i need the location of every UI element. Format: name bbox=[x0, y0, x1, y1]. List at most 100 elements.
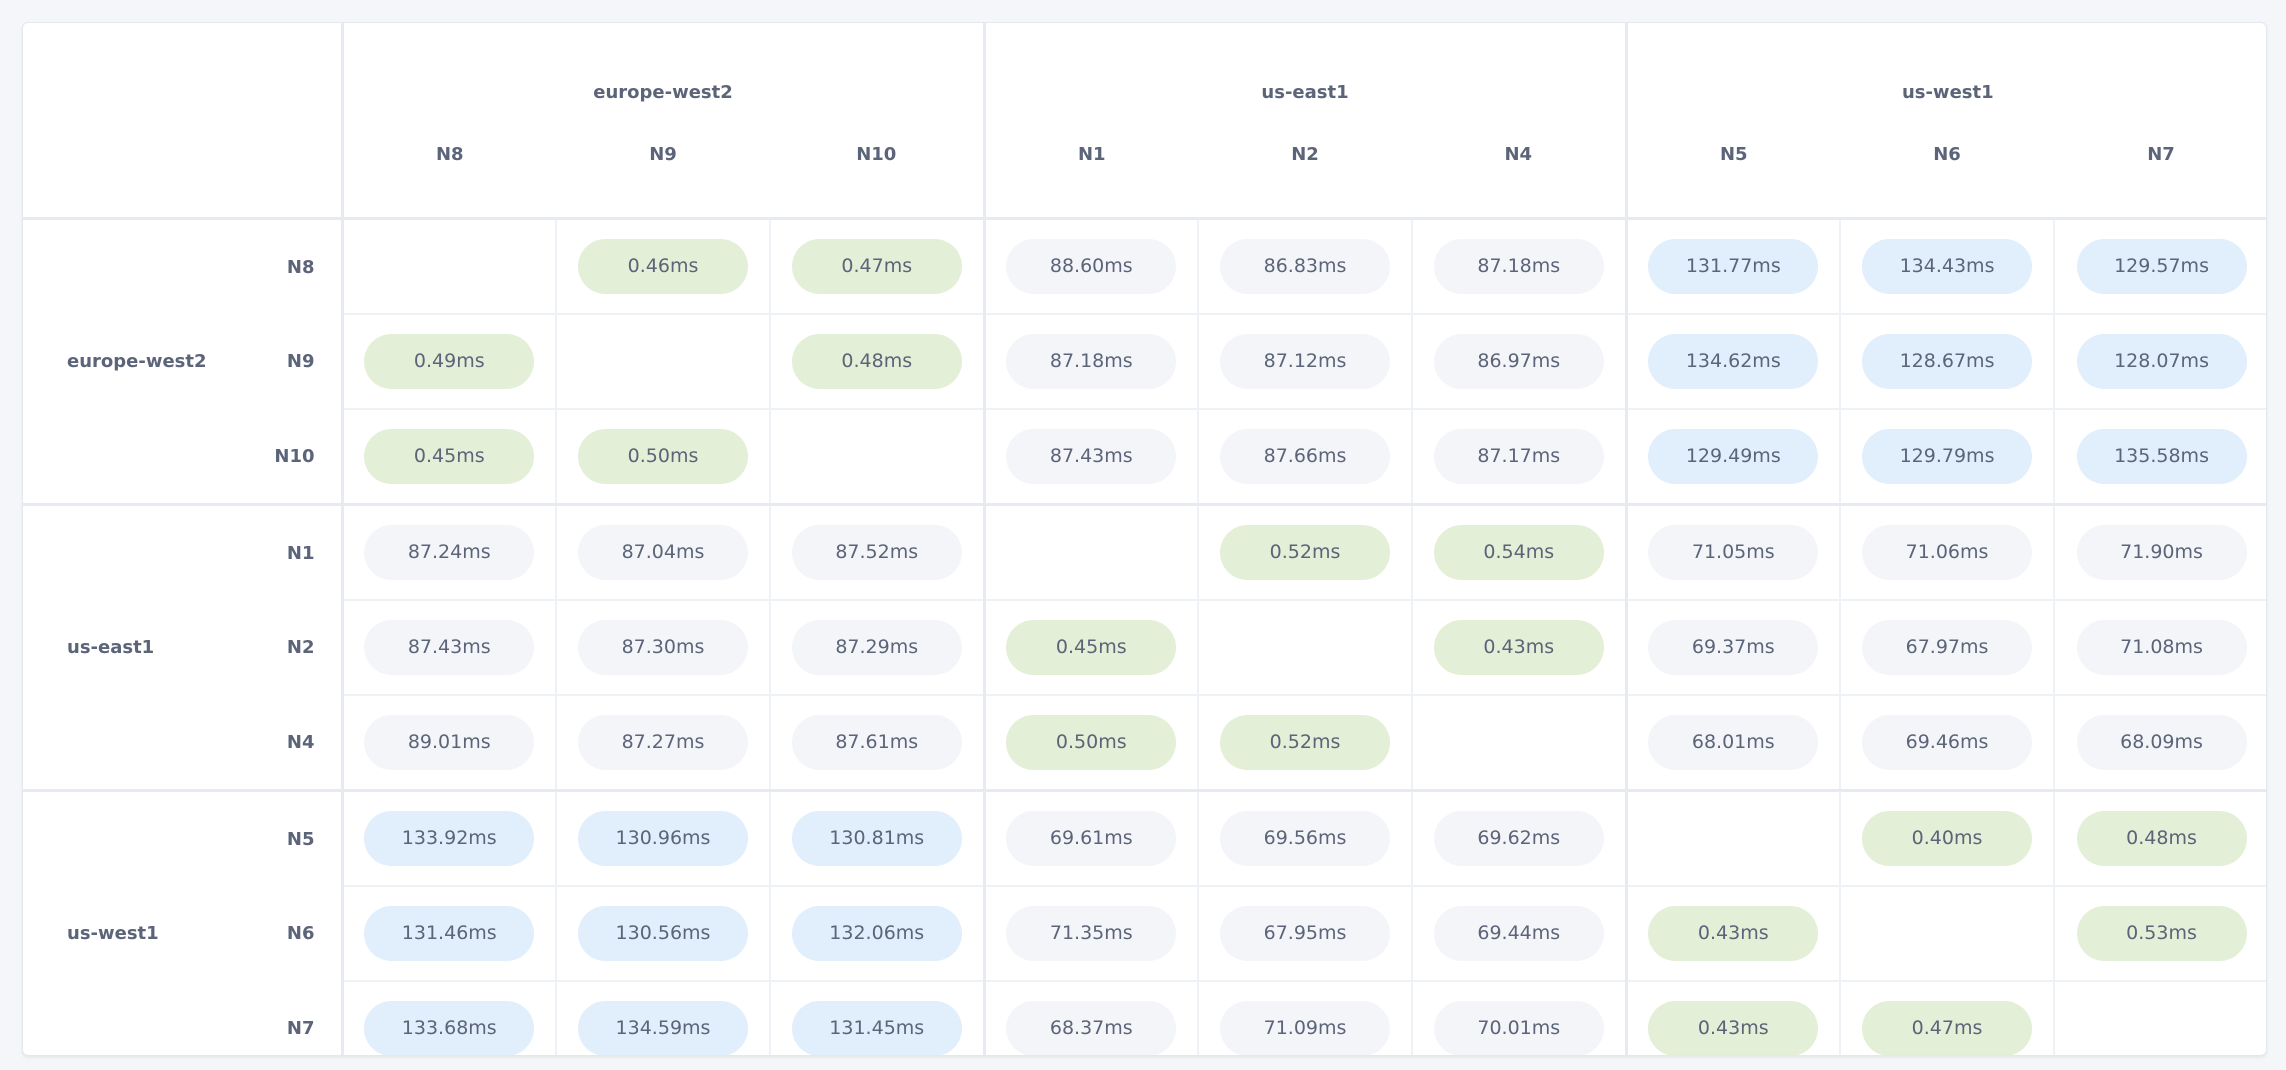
column-node-header: N1 bbox=[982, 117, 1199, 220]
table-row: N4 89.01ms 87.27ms 87.61ms 0.50ms 0.52ms 68.01… bbox=[23, 695, 2266, 792]
latency-cell: 0.47ms bbox=[1839, 981, 2055, 1055]
latency-cell: 67.97ms bbox=[1839, 600, 2055, 696]
latency-cell: 87.18ms bbox=[1411, 218, 1627, 315]
latency-cell: 87.29ms bbox=[768, 600, 985, 696]
latency-pill: 86.83ms bbox=[1220, 239, 1391, 294]
latency-pill: 87.24ms bbox=[364, 525, 535, 580]
latency-cell: 0.46ms bbox=[555, 218, 770, 315]
row-label: N4 bbox=[23, 695, 342, 792]
latency-cell: 71.35ms bbox=[982, 886, 1199, 982]
latency-cell: 69.44ms bbox=[1411, 886, 1627, 982]
latency-cell: 0.54ms bbox=[1411, 504, 1627, 601]
latency-pill: 68.09ms bbox=[2076, 715, 2247, 770]
latency-pill: 87.12ms bbox=[1220, 334, 1391, 389]
latency-pill: 71.35ms bbox=[1006, 906, 1177, 961]
latency-cell: 0.48ms bbox=[2053, 790, 2266, 887]
row-region-label: europe-west2 bbox=[67, 351, 207, 372]
row-node-label: N6 bbox=[286, 923, 315, 944]
latency-cell: 87.43ms bbox=[982, 409, 1199, 506]
latency-pill: 69.61ms bbox=[1006, 811, 1177, 866]
latency-cell bbox=[1197, 600, 1413, 696]
row-label: N1 bbox=[23, 505, 342, 601]
row-label: N8 bbox=[23, 219, 342, 315]
latency-pill: 69.37ms bbox=[1648, 620, 1819, 675]
latency-cell: 70.01ms bbox=[1411, 981, 1627, 1055]
table-row: us-west1 N6 131.46ms 130.56ms 132.06ms 71.35m… bbox=[23, 886, 2266, 982]
latency-pill: 87.66ms bbox=[1220, 429, 1391, 484]
column-node-header: N2 bbox=[1198, 117, 1413, 220]
latency-matrix: europe-west2 us-east1 us-west1 N8 N9 N10 N1 N2 N… bbox=[23, 23, 2266, 1055]
latency-pill: 69.46ms bbox=[1862, 715, 2033, 770]
latency-cell: 88.60ms bbox=[982, 218, 1199, 315]
latency-pill: 87.18ms bbox=[1433, 239, 1604, 294]
latency-cell bbox=[555, 314, 770, 410]
latency-pill: 68.37ms bbox=[1006, 1001, 1177, 1055]
latency-cell: 0.52ms bbox=[1197, 504, 1413, 601]
column-node-header: N5 bbox=[1624, 117, 1841, 220]
latency-pill: 0.43ms bbox=[1648, 1001, 1819, 1055]
row-node-label: N8 bbox=[286, 256, 315, 278]
latency-cell: 134.62ms bbox=[1624, 314, 1841, 410]
latency-pill: 0.53ms bbox=[2076, 906, 2247, 961]
latency-pill: 0.50ms bbox=[1006, 715, 1177, 770]
table-row: N7 133.68ms 134.59ms 131.45ms 68.37ms 71.09ms… bbox=[23, 981, 2266, 1055]
latency-cell: 130.81ms bbox=[768, 790, 985, 887]
latency-pill: 0.43ms bbox=[1648, 906, 1819, 961]
row-label: us-east1 N2 bbox=[23, 600, 342, 695]
latency-pill: 69.56ms bbox=[1220, 811, 1391, 866]
column-region-header: us-west1 bbox=[1624, 23, 2266, 117]
latency-pill: 130.81ms bbox=[791, 811, 962, 866]
latency-matrix-card: europe-west2 us-east1 us-west1 N8 N9 N10 N1 N2 N… bbox=[22, 22, 2267, 1056]
latency-pill: 67.95ms bbox=[1220, 906, 1391, 961]
latency-pill: 71.05ms bbox=[1648, 525, 1819, 580]
latency-cell bbox=[982, 504, 1199, 601]
latency-cell: 87.61ms bbox=[768, 695, 985, 792]
latency-pill: 128.07ms bbox=[2076, 334, 2247, 389]
latency-pill: 132.06ms bbox=[791, 906, 962, 961]
latency-pill: 86.97ms bbox=[1433, 334, 1604, 389]
latency-cell: 86.83ms bbox=[1197, 218, 1413, 315]
latency-cell: 86.97ms bbox=[1411, 314, 1627, 410]
latency-cell: 0.49ms bbox=[340, 314, 556, 410]
row-label: N5 bbox=[23, 791, 342, 887]
latency-cell: 133.92ms bbox=[340, 790, 556, 887]
latency-cell: 69.62ms bbox=[1411, 790, 1627, 887]
row-node-label: N7 bbox=[286, 1018, 315, 1039]
latency-pill: 131.77ms bbox=[1648, 239, 1819, 294]
latency-pill: 129.57ms bbox=[2076, 239, 2247, 294]
latency-pill: 70.01ms bbox=[1433, 1001, 1604, 1055]
latency-pill: 71.90ms bbox=[2076, 525, 2247, 580]
latency-cell: 0.45ms bbox=[982, 600, 1199, 696]
latency-cell bbox=[2053, 981, 2266, 1055]
latency-cell: 71.06ms bbox=[1839, 504, 2055, 601]
latency-cell: 134.59ms bbox=[555, 981, 770, 1055]
column-node-header: N4 bbox=[1412, 117, 1627, 220]
latency-cell: 87.12ms bbox=[1197, 314, 1413, 410]
latency-cell: 134.43ms bbox=[1839, 218, 2055, 315]
column-node-header: N10 bbox=[770, 117, 985, 220]
corner-cell bbox=[23, 23, 342, 220]
table-row: europe-west2 N9 0.49ms 0.48ms 87.18ms 87.12ms… bbox=[23, 314, 2266, 410]
latency-pill: 0.47ms bbox=[791, 239, 962, 294]
latency-pill: 130.56ms bbox=[578, 906, 748, 961]
latency-cell: 87.17ms bbox=[1411, 409, 1627, 506]
latency-cell: 71.09ms bbox=[1197, 981, 1413, 1055]
latency-cell: 0.43ms bbox=[1624, 981, 1841, 1055]
latency-cell: 0.45ms bbox=[340, 409, 556, 506]
latency-cell: 128.67ms bbox=[1839, 314, 2055, 410]
latency-cell: 130.56ms bbox=[555, 886, 770, 982]
latency-pill: 67.97ms bbox=[1862, 620, 2033, 675]
latency-cell: 68.01ms bbox=[1624, 695, 1841, 792]
latency-cell: 0.40ms bbox=[1839, 790, 2055, 887]
latency-cell: 89.01ms bbox=[340, 695, 556, 792]
latency-pill: 0.45ms bbox=[1006, 620, 1177, 675]
column-node-header: N7 bbox=[2054, 117, 2266, 220]
latency-cell: 0.48ms bbox=[768, 314, 985, 410]
latency-cell: 67.95ms bbox=[1197, 886, 1413, 982]
table-row: N10 0.45ms 0.50ms 87.43ms 87.66ms 87.17ms 129.… bbox=[23, 409, 2266, 506]
latency-cell: 129.49ms bbox=[1624, 409, 1841, 506]
latency-cell: 0.50ms bbox=[555, 409, 770, 506]
latency-pill: 0.48ms bbox=[2076, 811, 2247, 866]
latency-pill: 0.46ms bbox=[578, 239, 748, 294]
latency-pill: 87.04ms bbox=[578, 525, 748, 580]
